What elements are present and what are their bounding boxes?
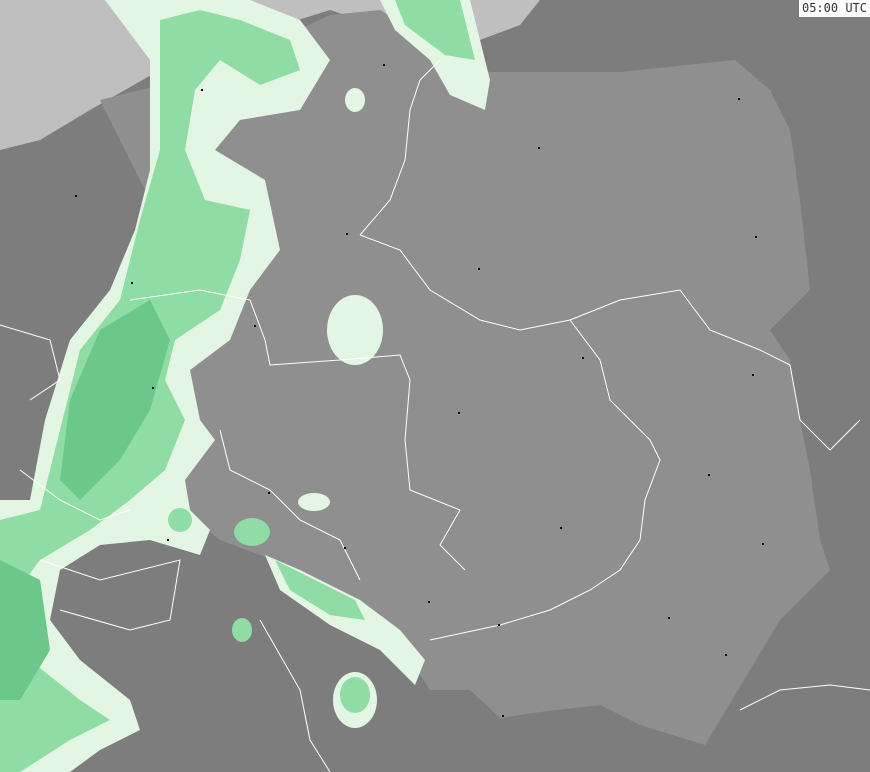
borders [0, 59, 870, 772]
city-dot [152, 387, 154, 389]
city-dot [668, 617, 670, 619]
city-dot [752, 374, 754, 376]
city-dot [201, 89, 203, 91]
city-dot [167, 539, 169, 541]
city-dot [478, 268, 480, 270]
city-dot [725, 654, 727, 656]
precipitation [0, 0, 490, 772]
city-dot [582, 357, 584, 359]
city-dot [458, 412, 460, 414]
city-dot [498, 624, 500, 626]
timestamp-label: 05:00 UTC [798, 0, 870, 17]
city-dot [560, 527, 562, 529]
city-dot [268, 492, 270, 494]
city-markers [75, 64, 764, 717]
city-dot [131, 282, 133, 284]
city-dot [75, 195, 77, 197]
city-dot [538, 147, 540, 149]
city-dot [738, 98, 740, 100]
city-dot [762, 543, 764, 545]
city-dot [344, 547, 346, 549]
city-dot [254, 325, 256, 327]
city-dot [346, 233, 348, 235]
city-dot [708, 474, 710, 476]
city-dot [502, 715, 504, 717]
city-dot [383, 64, 385, 66]
city-dot [755, 236, 757, 238]
city-dot [428, 601, 430, 603]
poland-territory [100, 10, 830, 745]
